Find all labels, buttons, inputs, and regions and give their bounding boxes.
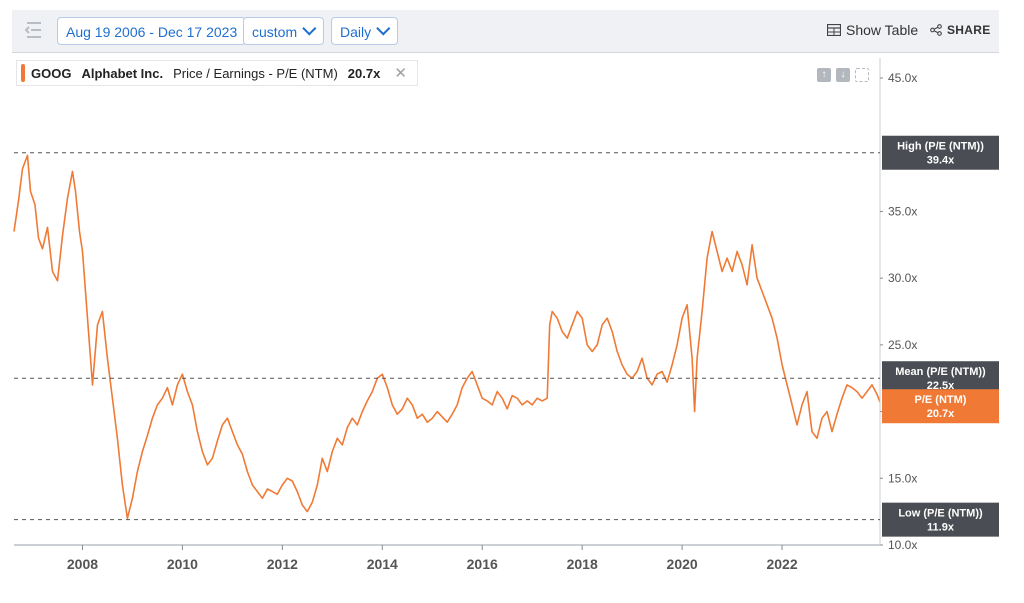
y-tick-label: 45.0x xyxy=(888,71,917,85)
y-tick-label: 25.0x xyxy=(888,338,917,352)
share-icon xyxy=(930,24,942,36)
date-range-label: Aug 19 2006 - Dec 17 2023 xyxy=(66,24,238,40)
show-table-button[interactable]: Show Table xyxy=(827,22,918,38)
frequency-dropdown[interactable]: Daily xyxy=(331,17,399,45)
x-tick-label: 2014 xyxy=(367,556,398,572)
legend-ticker: GOOG xyxy=(31,65,72,81)
x-tick-label: 2016 xyxy=(467,556,498,572)
series-legend: GOOG Alphabet Inc. Price / Earnings - P/… xyxy=(16,60,418,86)
current-value-badge xyxy=(882,389,999,424)
y-tick-label: 35.0x xyxy=(888,204,917,218)
table-icon xyxy=(827,24,841,36)
pe-series-line xyxy=(13,154,881,520)
legend-value: 20.7x xyxy=(347,65,381,81)
show-table-label: Show Table xyxy=(846,22,919,38)
x-tick-label: 2020 xyxy=(667,556,698,572)
low-badge-label: Low (P/E (NTM)) xyxy=(898,508,983,520)
range-mode-label: custom xyxy=(252,24,298,40)
y-tick-label: 10.0x xyxy=(888,538,917,552)
x-tick-label: 2018 xyxy=(567,556,598,572)
x-tick-label: 2008 xyxy=(67,556,98,572)
low-badge xyxy=(882,502,999,537)
close-icon[interactable]: ✕ xyxy=(394,65,407,82)
toolbar: Aug 19 2006 - Dec 17 2023 custom Daily S… xyxy=(12,10,999,53)
high-badge-label: High (P/E (NTM)) xyxy=(897,141,984,153)
chart-tools: ↑ ↓ xyxy=(817,68,869,82)
low-badge-value: 11.9x xyxy=(927,522,955,534)
move-down-icon[interactable]: ↓ xyxy=(836,68,850,82)
y-tick-label: 15.0x xyxy=(888,471,917,485)
collapse-menu-icon[interactable] xyxy=(22,19,44,41)
current-value-badge-label: P/E (NTM) xyxy=(915,394,967,406)
move-up-icon[interactable]: ↑ xyxy=(817,68,831,82)
x-tick-label: 2012 xyxy=(267,556,298,572)
date-range-button[interactable]: Aug 19 2006 - Dec 17 2023 xyxy=(57,17,247,45)
share-label: SHARE xyxy=(947,23,991,37)
range-mode-dropdown[interactable]: custom xyxy=(243,17,325,45)
frequency-label: Daily xyxy=(340,24,372,40)
series-color-swatch xyxy=(21,64,25,82)
y-tick-label: 30.0x xyxy=(888,271,917,285)
mean-badge-label: Mean (P/E (NTM)) xyxy=(895,366,986,378)
expand-icon[interactable] xyxy=(855,68,869,82)
mean-badge-value: 22.5x xyxy=(927,380,955,392)
high-badge-value: 39.4x xyxy=(927,155,955,167)
share-button[interactable]: SHARE xyxy=(930,23,991,37)
x-tick-label: 2022 xyxy=(766,556,797,572)
current-value-badge-value: 20.7x xyxy=(927,408,955,420)
high-badge xyxy=(882,135,999,170)
x-tick-label: 2010 xyxy=(167,556,198,572)
legend-metric: Price / Earnings - P/E (NTM) xyxy=(173,65,338,81)
legend-company: Alphabet Inc. xyxy=(81,65,164,81)
